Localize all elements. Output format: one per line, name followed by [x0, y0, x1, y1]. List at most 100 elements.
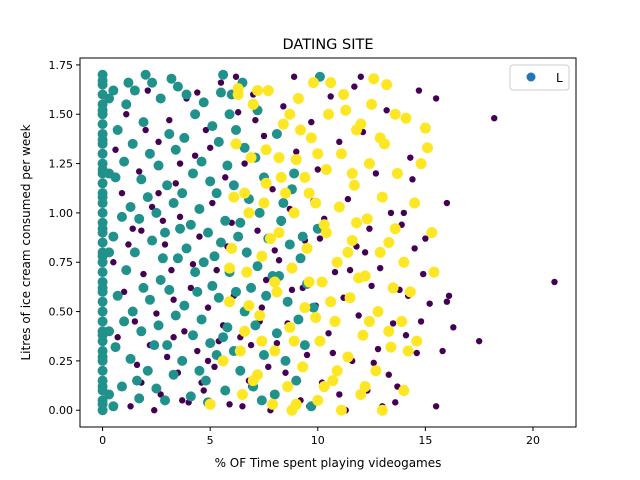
data-point-s0-146 — [407, 154, 414, 161]
data-point-s2-16 — [258, 197, 270, 209]
data-point-s1-56 — [121, 265, 132, 276]
data-point-s1-48 — [110, 342, 121, 353]
data-point-s0-155 — [138, 227, 145, 234]
data-point-s2-120 — [342, 246, 354, 258]
data-point-s1-123 — [211, 188, 222, 199]
data-point-s2-33 — [301, 242, 313, 254]
data-point-s2-57 — [361, 213, 373, 225]
x-tick-label: 20 — [526, 434, 540, 447]
data-point-s2-124 — [247, 375, 259, 387]
data-point-s0-34 — [344, 195, 352, 203]
plot-area-frame — [79, 57, 577, 428]
data-point-s1-103 — [187, 330, 198, 341]
data-point-s0-4 — [445, 292, 453, 299]
data-point-s0-77 — [204, 304, 212, 311]
data-point-s1-170 — [271, 128, 282, 139]
data-point-s0-11 — [413, 349, 420, 357]
data-point-s0-131 — [329, 349, 337, 357]
data-point-s1-42 — [97, 192, 108, 203]
y-axis-label: Litres of ice cream consumed per week — [19, 124, 33, 360]
data-point-s2-22 — [273, 227, 285, 239]
data-point-s2-27 — [286, 262, 298, 274]
data-point-s0-38 — [331, 268, 339, 276]
data-point-s1-88 — [162, 180, 173, 191]
data-point-s0-37 — [336, 138, 343, 146]
data-point-s0-7 — [432, 403, 440, 410]
data-point-s2-118 — [288, 335, 300, 347]
data-point-s0-14 — [402, 332, 410, 339]
data-point-s0-9 — [420, 270, 427, 278]
data-point-s1-188 — [209, 251, 220, 262]
data-point-s1-36 — [97, 381, 108, 392]
data-point-s0-2 — [475, 337, 483, 345]
data-point-s2-70 — [396, 315, 408, 327]
data-point-s0-114 — [415, 87, 423, 94]
data-point-s0-40 — [325, 330, 332, 337]
data-point-s0-61 — [254, 227, 261, 234]
data-point-s2-77 — [419, 122, 431, 134]
data-point-s1-117 — [203, 227, 214, 238]
data-point-s1-95 — [172, 81, 183, 92]
data-point-s1-189 — [218, 332, 229, 343]
data-point-s0-111 — [110, 259, 117, 266]
data-point-s2-35 — [305, 132, 317, 144]
data-point-s0-39 — [327, 93, 334, 100]
data-point-s2-46 — [333, 201, 345, 213]
data-point-s2-80 — [428, 266, 440, 278]
data-point-s0-58 — [262, 276, 270, 284]
data-point-s0-17 — [392, 399, 399, 406]
data-point-s2-47 — [335, 148, 347, 160]
data-point-s2-44 — [329, 315, 341, 327]
data-point-s2-123 — [398, 384, 410, 396]
data-point-s1-63 — [125, 201, 136, 212]
data-point-s2-31 — [297, 361, 309, 373]
data-point-s1-174 — [166, 73, 177, 84]
data-point-s0-157 — [204, 357, 212, 365]
data-point-s1-159 — [291, 375, 302, 386]
data-point-s0-36 — [336, 391, 343, 398]
data-point-s0-119 — [439, 347, 446, 355]
data-point-s0-132 — [346, 266, 354, 274]
data-point-s1-54 — [116, 381, 127, 392]
data-point-s2-55 — [357, 329, 369, 341]
data-point-s0-104 — [129, 225, 136, 232]
data-point-s1-180 — [104, 326, 115, 337]
data-point-s1-81 — [151, 207, 162, 218]
data-point-s2-91 — [383, 325, 395, 337]
data-point-s1-64 — [127, 138, 138, 149]
data-point-s0-127 — [179, 397, 186, 404]
data-point-s0-150 — [252, 116, 259, 124]
data-point-s1-171 — [289, 168, 300, 179]
data-point-s1-195 — [297, 231, 308, 242]
data-point-s0-23 — [376, 264, 384, 272]
data-point-s0-90 — [170, 296, 177, 303]
data-point-s0-83 — [187, 284, 195, 292]
data-point-s1-127 — [222, 322, 233, 333]
data-point-s0-100 — [140, 270, 147, 278]
data-point-s2-59 — [366, 98, 378, 110]
data-point-s2-74 — [409, 197, 421, 209]
data-point-s2-5 — [230, 138, 242, 150]
data-point-s0-73 — [217, 79, 225, 86]
data-point-s2-109 — [335, 404, 347, 416]
data-point-s1-68 — [138, 282, 149, 293]
data-point-s1-115 — [205, 338, 216, 349]
data-point-s1-41 — [97, 223, 108, 234]
data-point-s1-10 — [97, 306, 108, 317]
data-point-s2-111 — [286, 404, 298, 416]
data-point-s1-182 — [132, 375, 143, 386]
data-point-s1-135 — [228, 180, 239, 191]
data-point-s2-103 — [252, 85, 264, 97]
data-point-s0-94 — [157, 391, 164, 398]
data-point-s2-68 — [389, 223, 401, 235]
data-point-s0-108 — [118, 189, 126, 197]
data-point-s1-60 — [125, 353, 136, 364]
data-point-s1-90 — [168, 369, 179, 380]
data-point-s2-2 — [224, 296, 236, 308]
data-point-s1-124 — [213, 136, 224, 147]
data-point-s2-23 — [275, 171, 287, 183]
data-point-s1-175 — [140, 69, 151, 80]
data-point-s0-89 — [172, 180, 179, 187]
data-point-s1-125 — [215, 87, 226, 98]
data-point-s1-179 — [104, 247, 115, 258]
